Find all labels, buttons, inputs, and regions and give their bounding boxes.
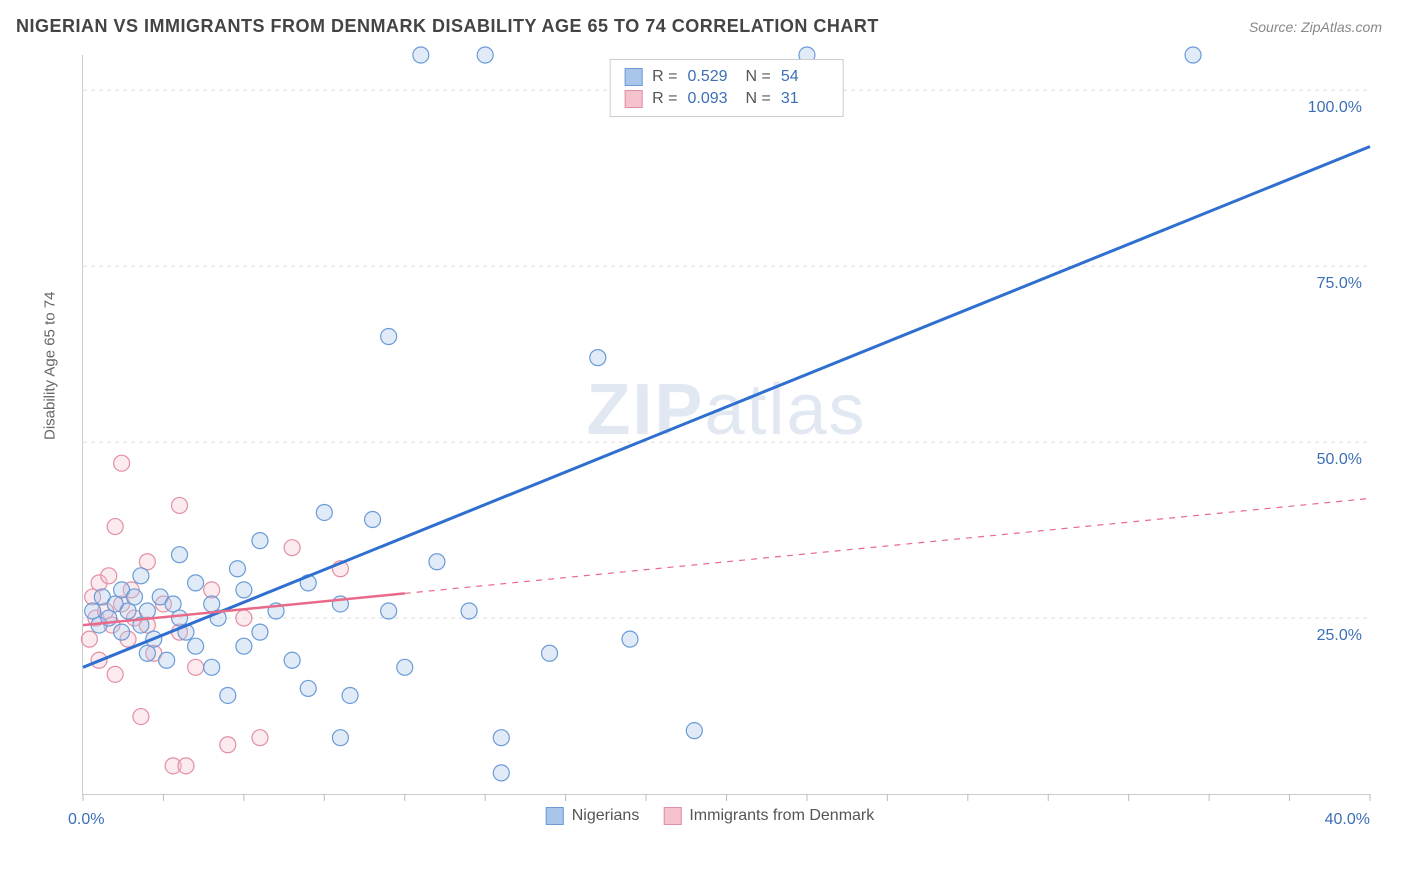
stat-n-label: N =	[746, 68, 771, 86]
legend-item-nigerians: Nigerians	[546, 807, 640, 825]
stat-r-label: R =	[652, 68, 677, 86]
stats-row-denmark: R = 0.093 N = 31	[624, 88, 829, 110]
svg-text:100.0%: 100.0%	[1308, 99, 1362, 116]
series-legend: Nigerians Immigrants from Denmark	[546, 807, 875, 825]
legend-label-nigerians: Nigerians	[572, 807, 640, 825]
svg-text:25.0%: 25.0%	[1317, 627, 1362, 644]
swatch-nigerians	[624, 68, 642, 86]
legend-swatch-denmark	[663, 807, 681, 825]
stats-legend: R = 0.529 N = 54 R = 0.093 N = 31	[609, 59, 844, 117]
plot-svg: 25.0% 50.0% 75.0% 100.0%	[83, 55, 1370, 794]
svg-text:50.0%: 50.0%	[1317, 451, 1362, 468]
source-label: Source: ZipAtlas.com	[1249, 19, 1382, 35]
legend-label-denmark: Immigrants from Denmark	[689, 807, 874, 825]
legend-item-denmark: Immigrants from Denmark	[663, 807, 874, 825]
stat-n-label: N =	[746, 90, 771, 108]
stats-row-nigerians: R = 0.529 N = 54	[624, 66, 829, 88]
y-axis-label: Disability Age 65 to 74	[42, 292, 59, 440]
svg-text:75.0%: 75.0%	[1317, 275, 1362, 292]
plot-area: ZIPatlas R = 0.529 N = 54 R = 0.093 N = …	[82, 55, 1370, 795]
x-axis-min-label: 0.0%	[68, 811, 104, 829]
stat-n-nigerians: 54	[781, 68, 829, 86]
legend-swatch-nigerians	[546, 807, 564, 825]
chart-container: Disability Age 65 to 74 ZIPatlas R = 0.5…	[50, 55, 1370, 825]
x-axis-max-label: 40.0%	[1325, 811, 1370, 829]
page-title: NIGERIAN VS IMMIGRANTS FROM DENMARK DISA…	[16, 16, 879, 37]
stat-r-nigerians: 0.529	[688, 68, 736, 86]
stat-n-denmark: 31	[781, 90, 829, 108]
swatch-denmark	[624, 90, 642, 108]
stat-r-denmark: 0.093	[688, 90, 736, 108]
stat-r-label: R =	[652, 90, 677, 108]
